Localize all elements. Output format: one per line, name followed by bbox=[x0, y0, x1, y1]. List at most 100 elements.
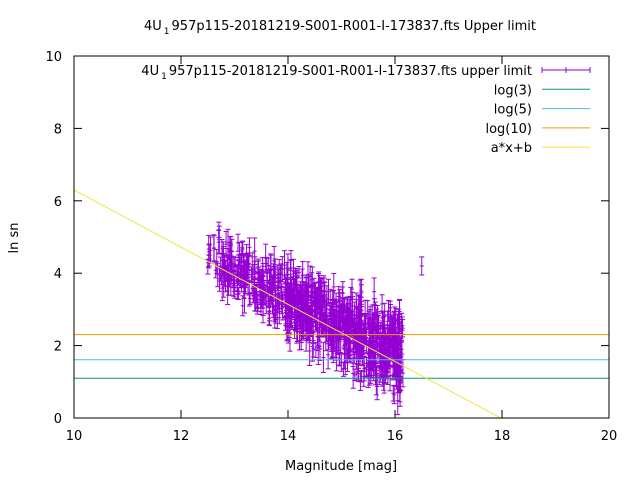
data-point bbox=[367, 322, 373, 342]
data-point bbox=[349, 278, 355, 300]
data-point bbox=[321, 282, 327, 302]
data-point bbox=[346, 339, 352, 357]
plot-area bbox=[74, 189, 609, 418]
data-point bbox=[371, 277, 377, 306]
data-point bbox=[294, 300, 300, 329]
legend-entry: log(10) bbox=[485, 122, 590, 137]
x-axis-label: Magnitude [mag] bbox=[285, 459, 397, 474]
data-point bbox=[355, 343, 361, 375]
data-point bbox=[390, 345, 396, 367]
data-point bbox=[341, 338, 347, 369]
data-point bbox=[316, 287, 322, 300]
data-point bbox=[363, 363, 369, 377]
legend: 4U 1 957p115-20181219-S001-R001-I-173837.f… bbox=[141, 64, 591, 156]
data-point bbox=[255, 258, 261, 286]
data-point bbox=[211, 235, 217, 262]
data-point bbox=[223, 230, 229, 258]
series-line bbox=[74, 189, 502, 418]
data-point bbox=[305, 261, 311, 288]
data-point bbox=[239, 262, 245, 288]
data-point bbox=[384, 346, 390, 364]
data-point bbox=[234, 280, 240, 300]
data-point bbox=[419, 256, 425, 276]
data-point bbox=[357, 279, 363, 311]
data-point bbox=[309, 272, 315, 298]
data-point bbox=[320, 342, 326, 373]
data-point bbox=[291, 267, 297, 281]
y-tick-label: 2 bbox=[54, 340, 62, 355]
data-point bbox=[351, 351, 357, 364]
data-point bbox=[242, 282, 248, 314]
data-point bbox=[251, 287, 257, 304]
data-point bbox=[275, 264, 281, 292]
chart-title: 4U 1 957p115-20181219-S001-R001-I-173837.f… bbox=[144, 19, 536, 37]
data-point bbox=[343, 308, 349, 324]
legend-label: log(5) bbox=[494, 103, 532, 118]
legend-label: log(10) bbox=[485, 122, 532, 137]
y-tick-label: 4 bbox=[54, 267, 62, 282]
legend-label: a*x+b bbox=[491, 141, 532, 156]
y-axis-label: ln sn bbox=[7, 223, 22, 254]
data-point bbox=[373, 365, 379, 396]
data-point bbox=[205, 259, 211, 275]
data-point bbox=[358, 319, 364, 344]
data-point bbox=[206, 243, 212, 260]
data-point bbox=[359, 370, 365, 383]
data-point bbox=[266, 300, 272, 322]
legend-entry: log(5) bbox=[494, 103, 590, 118]
data-point bbox=[395, 386, 401, 416]
data-point bbox=[240, 240, 246, 256]
x-tick-label: 12 bbox=[173, 429, 190, 444]
y-tick-label: 6 bbox=[54, 195, 62, 210]
y-tick-label: 0 bbox=[54, 412, 62, 427]
legend-entry: 4U 1 957p115-20181219-S001-R001-I-173837.f… bbox=[141, 64, 591, 82]
data-point bbox=[382, 327, 388, 351]
data-point bbox=[339, 286, 345, 299]
x-tick-label: 18 bbox=[494, 429, 511, 444]
data-point bbox=[298, 314, 304, 344]
data-point bbox=[300, 261, 306, 290]
data-point bbox=[283, 296, 289, 325]
data-point bbox=[312, 300, 318, 324]
data-point bbox=[240, 295, 246, 317]
legend-label: 4U 1 957p115-20181219-S001-R001-I-173837.f… bbox=[141, 64, 532, 82]
data-point bbox=[241, 268, 247, 300]
legend-label: log(3) bbox=[494, 83, 532, 98]
data-point bbox=[304, 284, 310, 302]
data-point bbox=[294, 270, 300, 300]
data-point bbox=[397, 378, 403, 403]
data-point bbox=[263, 291, 269, 315]
data-point bbox=[294, 316, 300, 344]
axes: 10 12 14 16 18 20 0 2 4 6 8 10 bbox=[45, 50, 617, 444]
data-point bbox=[372, 361, 378, 386]
x-tick-label: 14 bbox=[280, 429, 297, 444]
data-point bbox=[397, 299, 403, 330]
data-point bbox=[399, 312, 405, 342]
data-point bbox=[271, 245, 277, 276]
data-point bbox=[282, 250, 288, 281]
x-tick-label: 20 bbox=[601, 429, 618, 444]
data-point bbox=[276, 311, 282, 325]
data-point bbox=[379, 294, 385, 314]
data-point bbox=[288, 250, 294, 271]
data-point bbox=[275, 281, 281, 311]
plot-frame bbox=[73, 55, 610, 419]
data-point bbox=[216, 225, 222, 254]
data-point bbox=[319, 295, 325, 315]
data-point bbox=[335, 324, 341, 356]
data-point bbox=[261, 280, 267, 299]
data-point bbox=[397, 351, 403, 373]
data-point bbox=[252, 237, 258, 265]
data-point bbox=[390, 318, 396, 346]
data-point bbox=[361, 356, 367, 387]
data-point bbox=[249, 268, 255, 295]
legend-entry: a*x+b bbox=[491, 141, 590, 156]
data-point bbox=[285, 325, 291, 341]
data-point bbox=[245, 253, 251, 268]
data-point bbox=[346, 313, 352, 328]
data-point bbox=[235, 233, 241, 252]
data-point bbox=[328, 306, 334, 322]
data-point bbox=[336, 312, 342, 329]
data-point bbox=[380, 317, 386, 334]
